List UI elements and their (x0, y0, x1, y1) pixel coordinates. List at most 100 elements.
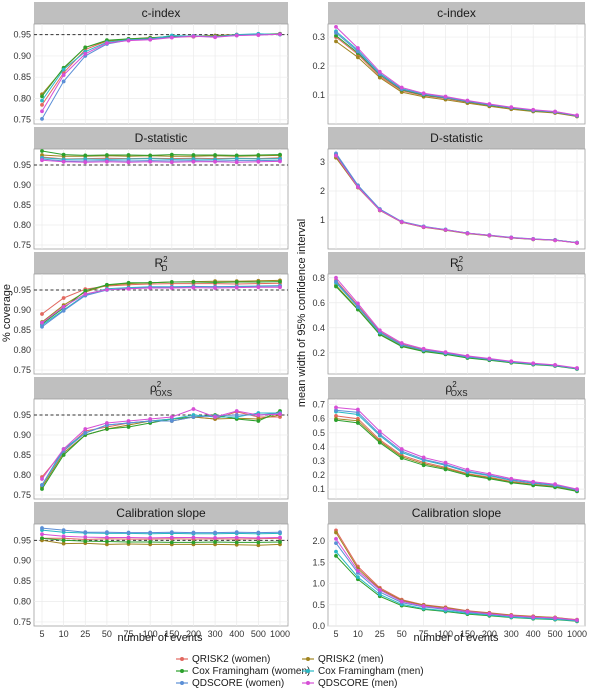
series-5 (40, 407, 282, 481)
data-point (234, 409, 239, 413)
panel-strip (328, 252, 585, 274)
data-point (126, 425, 131, 429)
series-5 (334, 275, 579, 370)
data-point (169, 530, 174, 535)
data-point (256, 419, 261, 423)
plot-area (33, 148, 289, 250)
panel-title: ρ2 OXS (150, 380, 172, 398)
series-line (41, 412, 281, 486)
data-point (83, 153, 88, 158)
data-point (40, 487, 44, 491)
data-point (169, 35, 174, 40)
legend-label: QDSCORE (men) (318, 678, 397, 689)
data-point (553, 238, 557, 243)
y-tick-label: 0.85 (13, 325, 31, 335)
data-point (575, 487, 579, 492)
y-tick-label: 0.95 (13, 410, 31, 420)
data-point (256, 153, 261, 157)
data-point (377, 587, 382, 592)
panel-title-main: D-statistic (135, 131, 188, 145)
data-point (575, 113, 579, 118)
data-point (40, 109, 44, 114)
data-point (575, 241, 579, 245)
data-point (40, 149, 44, 153)
data-point (83, 535, 88, 539)
series-line (41, 150, 281, 156)
y-tick-label: 0.75 (13, 115, 31, 125)
data-point (61, 308, 66, 313)
legend-label: Cox Framingham (men) (318, 666, 424, 677)
data-point (553, 362, 557, 367)
series-line (41, 33, 281, 101)
series-5 (334, 153, 579, 245)
y-tick-label: 0.80 (13, 220, 31, 230)
data-point (334, 39, 338, 44)
data-point (148, 286, 153, 290)
y-tick-label: 0.8 (312, 273, 325, 283)
y-tick-label: 0.95 (13, 160, 31, 170)
y-tick-label: 0.95 (13, 30, 31, 40)
panel-title-sup: 2 (163, 255, 168, 264)
panel-title-sub: OXS (451, 389, 468, 398)
y-tick-label: 0.85 (13, 450, 31, 460)
data-point (191, 285, 196, 290)
data-point (509, 235, 514, 240)
x-tick-label: 400 (229, 629, 244, 639)
x-tick-label: 75 (419, 629, 429, 639)
data-point (83, 539, 88, 544)
data-point (487, 472, 492, 476)
data-point (234, 285, 239, 290)
data-point (443, 350, 448, 355)
series-line (41, 527, 281, 534)
data-point (399, 341, 404, 345)
data-point (377, 440, 382, 445)
x-tick-label: 5 (39, 629, 44, 639)
data-point (61, 304, 66, 309)
panel-title-main: ρ (445, 381, 452, 395)
series-line (41, 537, 281, 543)
panel-cindex-width: c-index 0.1 0.2 0.3 (312, 2, 586, 125)
data-point (213, 159, 217, 164)
y-tick-label: 0.90 (13, 180, 31, 190)
data-point (443, 227, 448, 232)
data-point (40, 98, 44, 103)
data-point (126, 530, 131, 535)
x-tick-label: 50 (102, 629, 112, 639)
x-tick-label: 50 (397, 629, 407, 639)
panel-title: ρ2 OXS (445, 380, 467, 398)
data-point (575, 618, 579, 622)
data-point (40, 526, 44, 530)
series-line (41, 529, 281, 535)
series-5 (40, 285, 282, 325)
series-line (335, 409, 578, 491)
data-point (575, 366, 579, 370)
data-point (61, 541, 66, 546)
y-tick-label: 0.90 (13, 430, 31, 440)
y-tick-label: 0.4 (312, 442, 325, 452)
data-point (61, 528, 66, 533)
plot-area (327, 23, 586, 125)
data-point (334, 33, 338, 38)
series-line (335, 538, 578, 621)
data-point (83, 45, 88, 50)
data-point (256, 33, 261, 37)
y-tick-label: 0.6 (312, 414, 325, 424)
series-2 (40, 149, 282, 158)
series-line (41, 533, 281, 539)
data-point (169, 160, 174, 165)
series-line (41, 154, 281, 157)
data-point (465, 353, 470, 358)
series-line (41, 281, 281, 325)
panel-strip (328, 127, 585, 149)
panel-strip (328, 377, 585, 399)
data-point (148, 417, 153, 421)
y-tick-label: 0.4 (312, 323, 325, 333)
y-tick-label: 0.90 (13, 556, 31, 566)
series-line (335, 277, 578, 369)
x-tick-label: 75 (124, 629, 134, 639)
data-point (191, 415, 196, 419)
data-point (40, 116, 44, 121)
panel-strip (34, 127, 288, 149)
data-point (356, 301, 360, 306)
